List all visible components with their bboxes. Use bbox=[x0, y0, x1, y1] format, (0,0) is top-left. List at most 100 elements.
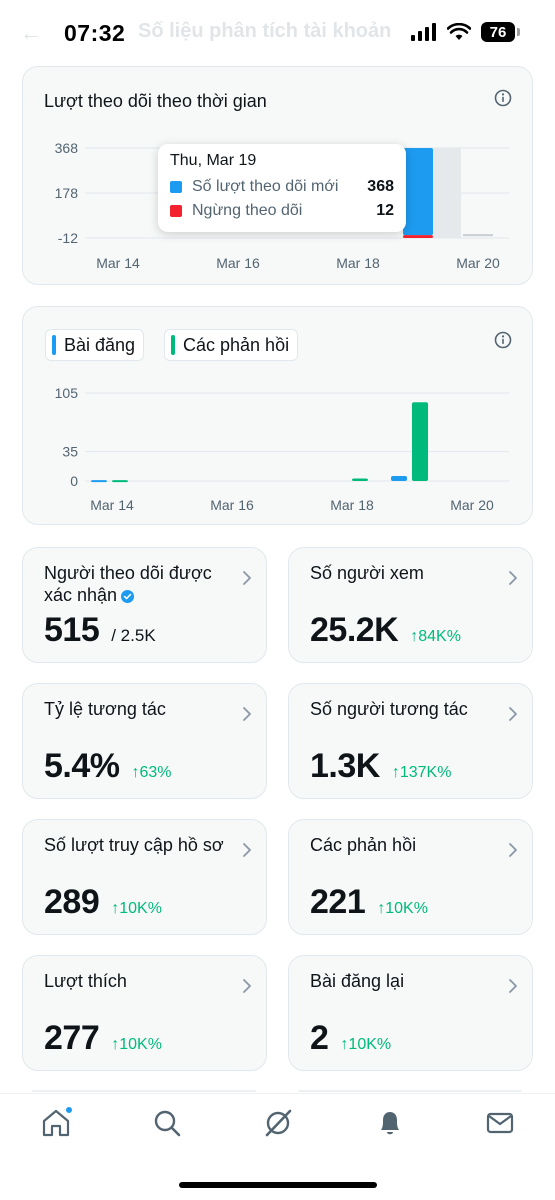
metric-value: 1.3K bbox=[310, 747, 380, 785]
battery-indicator: 76 bbox=[481, 22, 520, 42]
metric-value-row: 277 ↑10K% bbox=[44, 1019, 162, 1058]
info-circle-icon[interactable] bbox=[494, 331, 512, 349]
metric-label: Số người xem bbox=[310, 562, 495, 584]
chevron-right-icon bbox=[509, 979, 517, 993]
x-tick-label: Mar 20 bbox=[456, 255, 500, 271]
tooltip-value: 12 bbox=[376, 202, 394, 219]
metric-value: 5.4% bbox=[44, 747, 120, 785]
legend-swatch bbox=[52, 335, 56, 355]
page-title: Số liệu phân tích tài khoản bbox=[138, 20, 392, 42]
y-tick-label: 0 bbox=[70, 473, 78, 489]
bar-replies bbox=[352, 478, 368, 481]
bar-replies bbox=[112, 480, 128, 483]
metric-card[interactable]: Lượt thích 277 ↑10K% bbox=[22, 955, 267, 1071]
y-tick-label: 178 bbox=[55, 185, 79, 201]
metric-total: / 2.5K bbox=[111, 626, 156, 645]
activity-chart: 105 35 0 Mar 14 Mar 16 Mar 18 Mar 20 bbox=[55, 385, 509, 513]
grok-icon bbox=[265, 1109, 292, 1137]
legend-label: Các phản hồi bbox=[183, 334, 290, 355]
bar-replies bbox=[412, 402, 428, 481]
bar-new-followers bbox=[403, 148, 433, 236]
nav-home[interactable] bbox=[41, 1106, 73, 1138]
followers-chart: 368 178 -12 Mar 14 Mar 16 Mar 18 Mar 20 bbox=[55, 140, 509, 271]
metric-card[interactable]: Tỷ lệ tương tác 5.4% ↑63% bbox=[22, 683, 267, 799]
tooltip-date: Thu, Mar 19 bbox=[170, 152, 257, 169]
metric-card[interactable]: Số lượt truy cập hồ sơ 289 ↑10K% bbox=[22, 819, 267, 935]
metric-label-text: Số người tương tác bbox=[310, 699, 468, 719]
messages-icon bbox=[486, 1112, 514, 1134]
bar-baseline bbox=[463, 234, 493, 237]
metric-label: Người theo dõi được xác nhận bbox=[44, 562, 229, 606]
bar-posts bbox=[91, 480, 107, 483]
home-indicator bbox=[179, 1182, 377, 1188]
partial-card-right bbox=[298, 1090, 522, 1092]
metric-value-row: 25.2K ↑84K% bbox=[310, 611, 461, 650]
search-icon bbox=[154, 1110, 181, 1137]
metric-change: ↑10K% bbox=[111, 1036, 162, 1053]
x-tick-label: Mar 16 bbox=[216, 255, 260, 271]
nav-notifications[interactable] bbox=[375, 1108, 405, 1138]
nav-grok[interactable] bbox=[263, 1108, 293, 1138]
tooltip-value: 368 bbox=[367, 178, 394, 195]
tooltip-row-new-followers: Số lượt theo dõi mới 368 bbox=[170, 178, 394, 196]
nav-search[interactable] bbox=[152, 1108, 182, 1138]
metric-change: ↑10K% bbox=[377, 900, 428, 917]
legend-replies[interactable]: Các phản hồi bbox=[164, 329, 299, 361]
metric-card[interactable]: Bài đăng lại 2 ↑10K% bbox=[288, 955, 533, 1071]
back-arrow-icon[interactable]: ← bbox=[20, 20, 42, 45]
status-icons: 76 bbox=[411, 22, 520, 42]
chart-tooltip: Thu, Mar 19 Số lượt theo dõi mới 368 Ngừ… bbox=[158, 144, 406, 232]
metric-change: ↑10K% bbox=[111, 900, 162, 917]
followers-chart-title: Lượt theo dõi theo thời gian bbox=[44, 91, 267, 111]
metric-change: ↑84K% bbox=[410, 628, 461, 645]
legend-posts[interactable]: Bài đăng bbox=[45, 329, 145, 361]
metric-label: Lượt thích bbox=[44, 970, 229, 992]
bar-unfollows bbox=[403, 235, 433, 238]
legend-swatch bbox=[170, 181, 182, 193]
metric-card[interactable]: Các phản hồi 221 ↑10K% bbox=[288, 819, 533, 935]
metric-value: 277 bbox=[44, 1019, 100, 1057]
chevron-right-icon bbox=[509, 843, 517, 857]
metric-value: 221 bbox=[310, 883, 366, 921]
chevron-right-icon bbox=[243, 707, 251, 721]
verified-badge-icon bbox=[121, 589, 135, 603]
nav-messages[interactable] bbox=[485, 1108, 515, 1138]
metric-label: Bài đăng lại bbox=[310, 970, 495, 992]
chevron-right-icon bbox=[243, 571, 251, 585]
status-bar: ← Số liệu phân tích tài khoản 07:32 76 bbox=[0, 0, 555, 62]
metric-label-text: Số người xem bbox=[310, 563, 424, 583]
legend-swatch bbox=[171, 335, 175, 355]
metric-card[interactable]: Số người tương tác 1.3K ↑137K% bbox=[288, 683, 533, 799]
metric-label: Tỷ lệ tương tác bbox=[44, 698, 229, 720]
y-tick-label: 368 bbox=[55, 140, 79, 156]
metric-change: ↑63% bbox=[131, 764, 172, 781]
followers-chart-card: Lượt theo dõi theo thời gian 368 178 -12 Ma… bbox=[22, 66, 533, 285]
activity-chart-card: Bài đăng Các phản hồi 105 35 0 Mar 14 Mar 16… bbox=[22, 306, 533, 525]
notification-dot bbox=[65, 1106, 73, 1114]
x-tick-label: Mar 16 bbox=[210, 497, 254, 513]
metric-change: ↑10K% bbox=[340, 1036, 392, 1053]
metric-label-text: Tỷ lệ tương tác bbox=[44, 699, 166, 719]
notifications-icon bbox=[381, 1112, 399, 1135]
legend-label: Bài đăng bbox=[64, 334, 136, 355]
metric-card[interactable]: Số người xem 25.2K ↑84K% bbox=[288, 547, 533, 663]
metric-label-text: Lượt thích bbox=[44, 971, 127, 991]
metric-value: 515 bbox=[44, 611, 100, 649]
metric-change: ↑137K% bbox=[391, 764, 452, 781]
info-circle-icon[interactable] bbox=[494, 89, 512, 107]
bar-posts bbox=[391, 475, 407, 481]
x-tick-label: Mar 14 bbox=[96, 255, 140, 271]
tooltip-label: Số lượt theo dõi mới bbox=[192, 178, 339, 195]
chevron-right-icon bbox=[509, 571, 517, 585]
metric-value: 2 bbox=[310, 1019, 329, 1057]
wifi-icon bbox=[447, 23, 471, 40]
y-tick-label: 35 bbox=[62, 444, 78, 460]
x-tick-label: Mar 18 bbox=[330, 497, 374, 513]
metric-value-row: 289 ↑10K% bbox=[44, 883, 162, 922]
status-time: 07:32 bbox=[64, 20, 126, 46]
metric-label-text: Số lượt truy cập hồ sơ bbox=[44, 835, 224, 855]
metric-card[interactable]: Người theo dõi được xác nhận 515 / 2.5K bbox=[22, 547, 267, 663]
metric-label: Số lượt truy cập hồ sơ bbox=[44, 834, 229, 856]
chevron-right-icon bbox=[243, 843, 251, 857]
y-tick-label: 105 bbox=[55, 385, 79, 401]
